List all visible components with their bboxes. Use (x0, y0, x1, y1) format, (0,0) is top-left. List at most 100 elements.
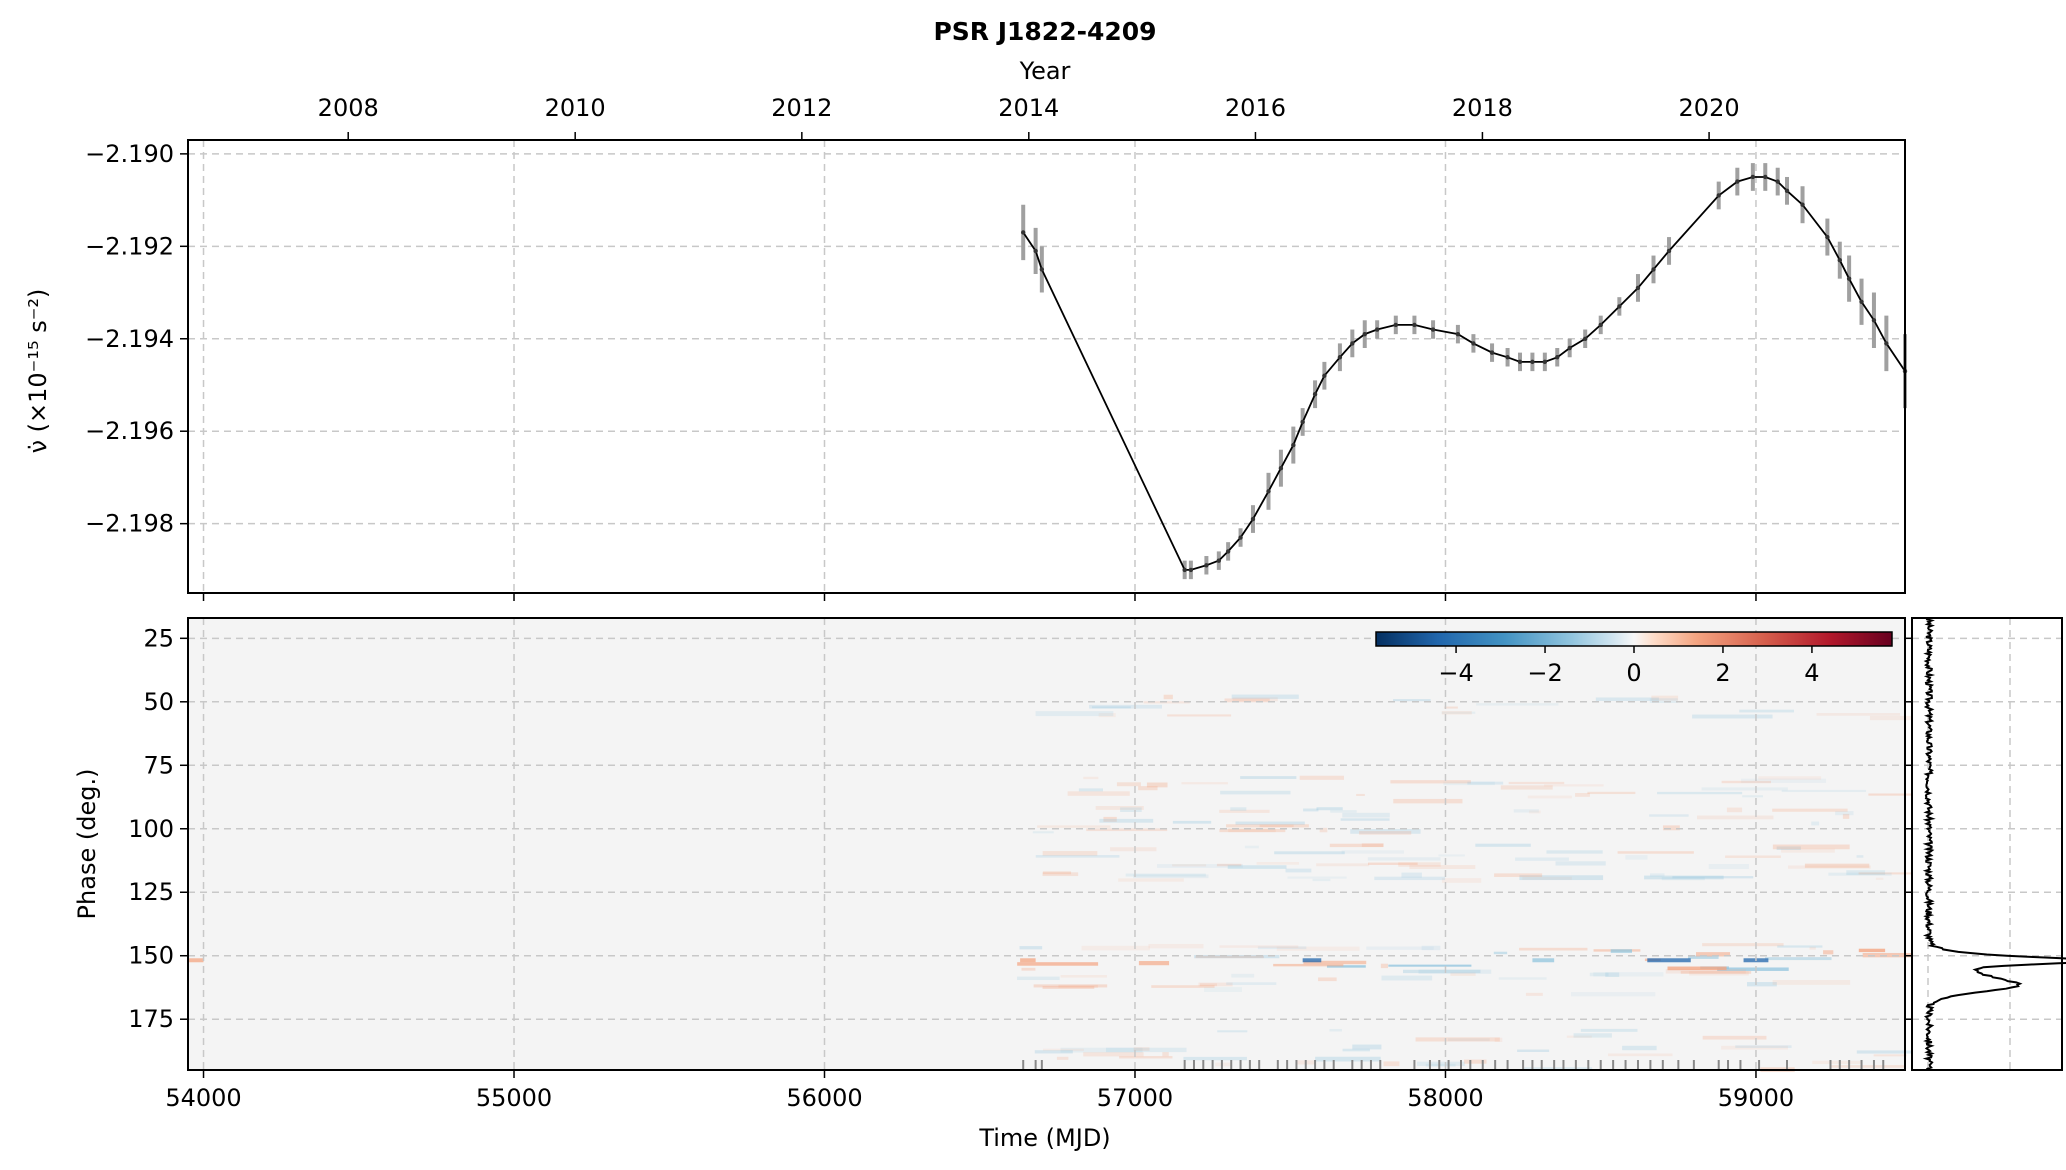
y-tick-label: 125 (128, 878, 174, 906)
residual-stripe (1450, 972, 1476, 976)
profile-panel-frame (1911, 617, 2063, 1071)
profile-panel (1906, 617, 2066, 1071)
y-axis-label-top: ν̇ (×10⁻¹⁵ s⁻²) (24, 289, 52, 454)
residual-stripe (1777, 945, 1823, 948)
residual-stripe (1416, 1061, 1465, 1066)
residual-stripe (1316, 863, 1370, 867)
data-point (1784, 188, 1790, 194)
residual-stripe (1649, 873, 1665, 877)
y-tick-label: −2.194 (85, 325, 174, 353)
x-tick-label: 54000 (165, 1084, 241, 1112)
residual-stripe (1525, 992, 1543, 996)
residual-stripe (1788, 865, 1871, 869)
residual-stripe (1873, 1054, 1907, 1057)
residual-stripe (1868, 793, 1949, 796)
residual-stripe (1441, 711, 1472, 715)
residual-stripe (1781, 789, 1867, 793)
residual-stripe (1443, 781, 1495, 786)
year-ticks: 2008 2010 2012 2014 2016 2018 2020 (318, 94, 1740, 140)
residual-stripe (1823, 950, 1834, 955)
residual-stripe (1546, 850, 1603, 854)
year-tick-label: 2008 (318, 94, 379, 122)
residual-stripe (1367, 857, 1441, 861)
residual-stripe (1017, 962, 1099, 966)
data-point (1216, 558, 1222, 563)
residual-stripe (1299, 775, 1344, 780)
top-panel-frame (187, 139, 1906, 594)
data-point (1666, 248, 1672, 254)
residual-stripe (1680, 970, 1752, 974)
residual-stripe (1500, 785, 1553, 790)
residual-stripe (1098, 713, 1116, 718)
data-point (1362, 331, 1367, 337)
residual-stripe (1381, 975, 1433, 981)
residual-stripe (1092, 706, 1131, 709)
data-point (1312, 392, 1318, 397)
data-point (1204, 563, 1209, 568)
residual-stripe (1194, 954, 1280, 959)
residual-stripe (1032, 831, 1054, 834)
residual-stripe (1393, 699, 1431, 702)
residual-stripe (1409, 865, 1476, 870)
residual-stripe (1285, 868, 1312, 873)
residual-stripe (1042, 986, 1095, 989)
residual-stripe (1835, 811, 1854, 816)
residual-stripe (1829, 1065, 1905, 1068)
residual-stripe (1758, 776, 1822, 780)
residual-stripe (1244, 845, 1259, 849)
data-point (1374, 327, 1380, 332)
residual-stripe (1862, 952, 1914, 958)
residual-stripe (1418, 969, 1492, 974)
residual-stripe (1869, 715, 1914, 721)
residual-stripe (1273, 963, 1344, 967)
residual-stripe (1661, 877, 1705, 881)
residual-stripe (1856, 855, 1864, 858)
profile-panel-background (1912, 618, 2062, 1070)
x-tick-label: 56000 (786, 1084, 862, 1112)
data-point (1871, 318, 1877, 323)
residual-stripe (1398, 862, 1441, 867)
residual-stripe (1383, 1061, 1400, 1067)
residual-stripe (1204, 987, 1243, 993)
residual-stripe (1532, 958, 1555, 963)
data-point (1322, 373, 1327, 378)
data-point (1635, 285, 1641, 291)
residual-stripe (1119, 1056, 1173, 1059)
data-point (1763, 174, 1768, 180)
data-point (1471, 341, 1476, 346)
residual-stripe (1042, 872, 1079, 877)
residual-stripe (1359, 831, 1412, 835)
residual-stripe (1095, 806, 1144, 810)
residual-stripe (1570, 992, 1656, 997)
y-tick-label: 100 (128, 815, 174, 843)
residual-stripe (1390, 780, 1471, 784)
residual-stripe (1021, 967, 1036, 971)
residual-stripe (1742, 795, 1764, 798)
residual-stripe (1083, 1052, 1144, 1057)
residual-stripe (1020, 958, 1036, 963)
data-point (1775, 179, 1780, 184)
residual-stripe (1240, 776, 1297, 779)
residual-stripe (1828, 872, 1892, 876)
residual-stripe (1138, 961, 1170, 966)
data-point (1188, 567, 1194, 573)
residual-stripe (1804, 863, 1870, 868)
residual-stripe (1519, 875, 1604, 881)
data-point (1300, 419, 1305, 425)
year-tick-label: 2012 (771, 94, 832, 122)
residual-stripe (1726, 807, 1743, 813)
residual-stripe (1401, 872, 1422, 878)
residual-stripe (1042, 851, 1098, 856)
residual-stripe (1625, 855, 1648, 860)
residual-stripe (1689, 971, 1749, 976)
residual-stripe (1056, 1056, 1069, 1060)
residual-stripe (1388, 964, 1472, 967)
data-point (1039, 267, 1045, 272)
residual-stripe (1361, 843, 1384, 847)
residual-stripe (1605, 972, 1620, 977)
residual-stripe (1231, 973, 1255, 978)
residual-stripe (1316, 807, 1343, 811)
residual-stripe (1595, 697, 1659, 701)
residual-stripe (1812, 1060, 1863, 1065)
